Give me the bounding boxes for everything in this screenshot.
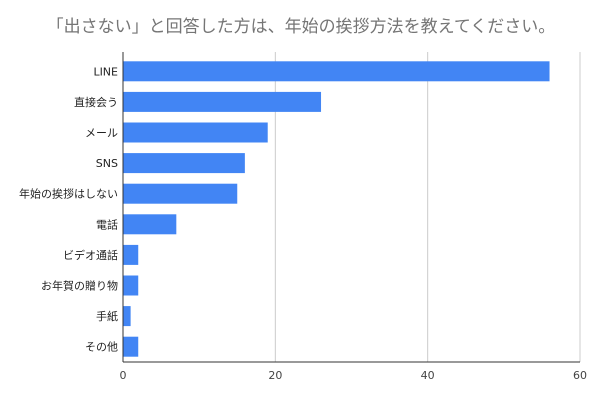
x-tick-label-20: 20 bbox=[268, 369, 282, 382]
bar-9 bbox=[123, 306, 131, 327]
bar-10 bbox=[123, 336, 139, 357]
bar-6 bbox=[123, 214, 177, 235]
bar-3 bbox=[123, 122, 268, 143]
bar-8 bbox=[123, 275, 139, 296]
x-tick-label-60: 60 bbox=[573, 369, 587, 382]
category-label-10: その他 bbox=[85, 341, 118, 354]
category-label-5: 年始の挨拶はしない bbox=[19, 187, 118, 201]
bar-4 bbox=[123, 153, 245, 174]
bar-2 bbox=[123, 91, 322, 112]
category-label-8: お年賀の贈り物 bbox=[41, 279, 118, 293]
category-label-6: 電話 bbox=[96, 217, 118, 231]
x-tick-label-40: 40 bbox=[421, 369, 435, 382]
category-label-9: 手紙 bbox=[96, 309, 118, 323]
category-label-1: LINE bbox=[93, 65, 118, 78]
category-label-3: メール bbox=[85, 127, 118, 140]
category-label-7: ビデオ通話 bbox=[63, 248, 118, 262]
bar-5 bbox=[123, 183, 238, 204]
x-tick-label-0: 0 bbox=[120, 369, 127, 382]
bar-1 bbox=[123, 61, 550, 82]
chart-title: 「出さない」と回答した方は、年始の挨拶方法を教えてください。 bbox=[46, 17, 556, 37]
bar-7 bbox=[123, 244, 139, 265]
category-label-4: SNS bbox=[96, 157, 118, 170]
category-label-2: 直接会う bbox=[74, 95, 118, 109]
